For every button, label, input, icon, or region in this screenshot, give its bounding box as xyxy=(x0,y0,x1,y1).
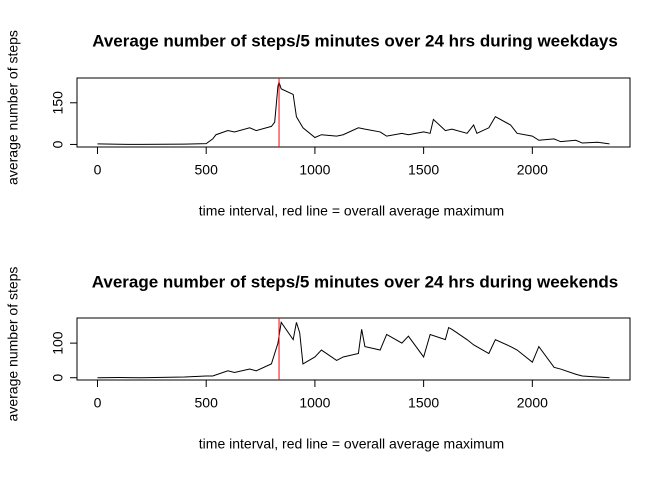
x-tick-label: 2000 xyxy=(517,395,548,411)
y-tick-label: 100 xyxy=(50,331,66,355)
x-tick-label: 1000 xyxy=(299,162,330,178)
chart-title: Average number of steps/5 minutes over 2… xyxy=(92,31,618,50)
data-line xyxy=(97,321,610,379)
data-line xyxy=(97,80,610,145)
chart-title: Average number of steps/5 minutes over 2… xyxy=(92,272,619,291)
plot-box xyxy=(76,77,631,148)
x-axis-label: time interval, red line = overall averag… xyxy=(199,203,504,219)
y-tick-label: 0 xyxy=(50,374,66,382)
x-tick-label: 500 xyxy=(195,162,219,178)
x-tick-label: 1500 xyxy=(408,395,439,411)
y-axis-label: average number of steps xyxy=(5,267,21,422)
y-tick-label: 150 xyxy=(50,91,66,115)
x-tick-label: 1000 xyxy=(299,395,330,411)
x-tick-label: 2000 xyxy=(517,162,548,178)
y-axis-label: average number of steps xyxy=(5,30,21,185)
panel: Average number of steps/5 minutes over 2… xyxy=(5,267,631,452)
y-tick-label: 0 xyxy=(50,140,66,148)
panel: Average number of steps/5 minutes over 2… xyxy=(5,30,631,219)
x-axis-label: time interval, red line = overall averag… xyxy=(199,436,504,452)
x-tick-label: 1500 xyxy=(408,162,439,178)
x-tick-label: 500 xyxy=(195,395,219,411)
plot-box xyxy=(76,317,631,381)
x-tick-label: 0 xyxy=(94,162,102,178)
x-tick-label: 0 xyxy=(94,395,102,411)
